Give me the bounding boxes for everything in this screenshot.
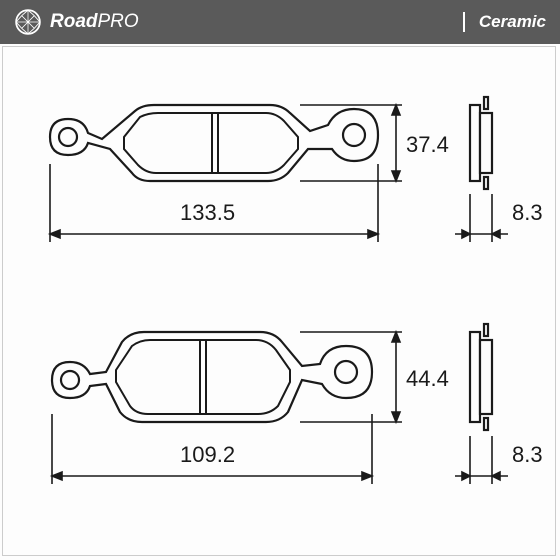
brand-name: RoadPRO <box>50 11 449 33</box>
header-bar: RoadPRO Ceramic <box>0 0 560 44</box>
dim-bot-width: 109.2 <box>180 442 235 468</box>
brand-logo-icon <box>14 8 42 36</box>
dim-bot-thickness: 8.3 <box>512 442 543 468</box>
brand-suffix: PRO <box>98 11 139 32</box>
brand-prefix: Road <box>50 11 98 32</box>
pads-svg <box>0 44 560 560</box>
material-label: Ceramic <box>479 12 546 32</box>
technical-drawing: 37.4 133.5 8.3 44.4 109.2 8.3 <box>0 44 560 560</box>
header-divider <box>463 12 465 32</box>
dim-top-height: 37.4 <box>406 132 449 158</box>
dim-top-width: 133.5 <box>180 200 235 226</box>
dim-top-thickness: 8.3 <box>512 200 543 226</box>
dim-bot-height: 44.4 <box>406 366 449 392</box>
